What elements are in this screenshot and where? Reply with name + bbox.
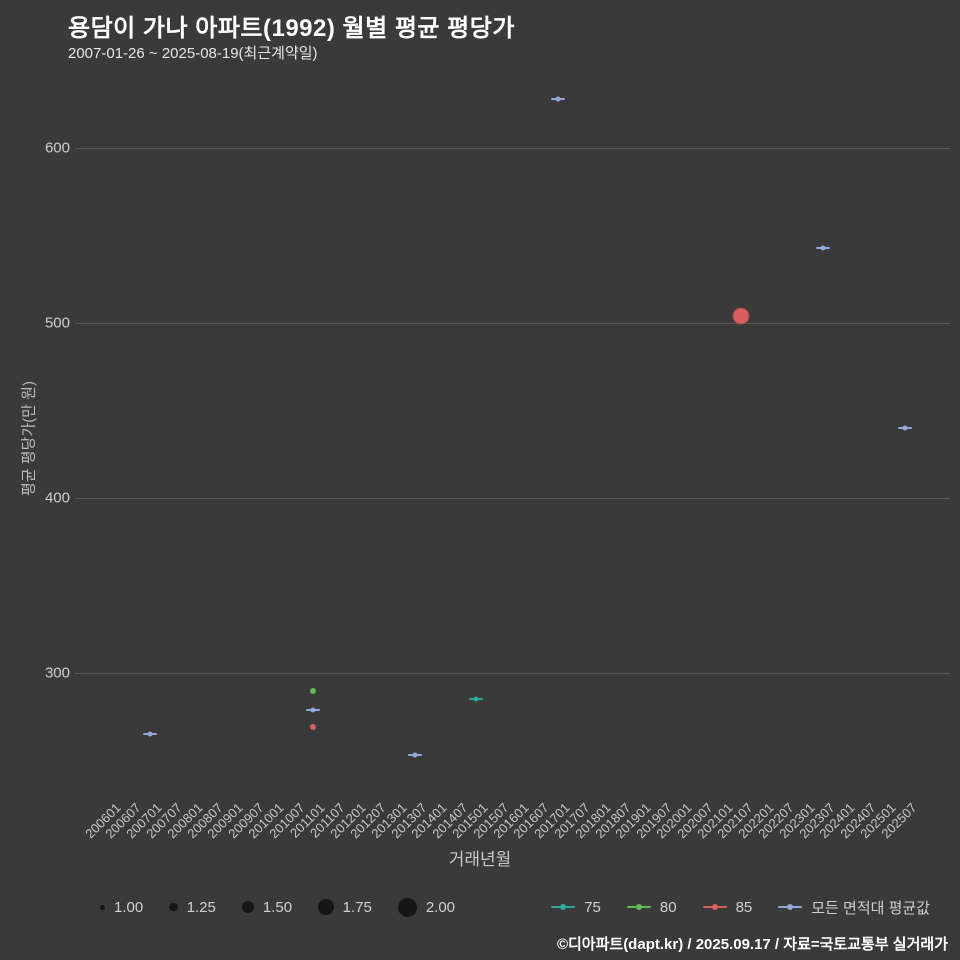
data-point-core [473, 696, 479, 702]
data-point-core [820, 245, 826, 251]
size-legend-dot-icon [318, 899, 334, 915]
data-point-avg-202307 [816, 245, 830, 251]
series-legend-item-s75[interactable]: 75 [551, 899, 601, 916]
size-legend-label: 1.50 [262, 898, 293, 916]
data-point-avg-201307 [408, 752, 422, 758]
data-point-core [147, 731, 153, 737]
size-legend-label: 2.00 [425, 898, 456, 916]
size-legend-item-1.75: 1.75 [318, 899, 372, 916]
gridline-y-500 [75, 323, 950, 324]
size-legend-item-1.50: 1.50 [241, 898, 293, 916]
series-legend-label: 모든 면적대 평균값 [811, 899, 930, 917]
gridline-y-600 [75, 148, 950, 149]
y-tick-label: 300 [44, 664, 70, 682]
page-title: 용담이 가나 아파트(1992) 월별 평균 평당가 [68, 15, 515, 42]
source-credit: ©디아파트(dapt.kr) / 2025.09.17 / 자료=국토교통부 실… [556, 936, 948, 953]
series-dot-icon [787, 904, 794, 910]
size-legend-dot-icon [169, 902, 178, 912]
series-legend-item-s85[interactable]: 85 [702, 898, 753, 916]
size-legend-dot-icon [241, 901, 254, 913]
size-legend-item-1.00: 1.00 [100, 899, 143, 916]
series-dot-icon [635, 904, 642, 910]
series-line-icon [551, 904, 576, 910]
series-legend-item-avg[interactable]: 모든 면적대 평균값 [778, 897, 930, 918]
data-point-s75-201501 [469, 696, 484, 702]
x-axis-title: 거래년월 [448, 850, 512, 869]
series-legend-label: 80 [659, 898, 677, 916]
size-legend-dot-icon [397, 897, 417, 917]
data-point-core [310, 707, 316, 713]
y-tick-label: 400 [44, 489, 70, 507]
size-legend-label: 1.75 [342, 898, 372, 916]
series-legend: 75 80 85 모든 면적대 평균값 [551, 897, 930, 918]
data-point-core [902, 425, 908, 431]
series-line-icon [778, 904, 803, 910]
size-legend-label: 1.25 [186, 898, 216, 916]
y-tick-label: 600 [44, 139, 70, 157]
data-point-avg-202507 [897, 425, 912, 431]
size-legend-label: 1.00 [114, 898, 144, 916]
y-axis-title: 평균 평당가(만 원) [20, 381, 38, 496]
gridline-y-400 [75, 498, 950, 499]
y-tick-label: 500 [44, 314, 70, 332]
data-point-core [412, 752, 418, 758]
size-legend-item-1.25: 1.25 [169, 899, 216, 916]
data-point-avg-200701 [142, 731, 157, 737]
data-point-s85-202107 [732, 307, 750, 325]
gridline-y-300 [75, 673, 950, 674]
legend: 1.00 1.25 1.50 1.75 2.00 75 80 85 모든 면적대 평균값 [100, 890, 930, 924]
data-point-s85-201101 [310, 724, 316, 731]
size-legend-dot-icon [100, 904, 105, 910]
series-dot-icon [560, 904, 567, 910]
series-legend-item-s80[interactable]: 80 [626, 898, 677, 916]
size-legend-item-2.00: 2.00 [397, 897, 456, 917]
chart-subtitle: 2007-01-26 ~ 2025-08-19(최근계약일) [68, 45, 318, 62]
series-legend-label: 75 [584, 898, 601, 916]
data-point-core [555, 96, 561, 102]
data-point-avg-201701 [550, 96, 565, 102]
series-line-icon [626, 904, 651, 910]
size-legend: 1.00 1.25 1.50 1.75 2.00 [100, 897, 456, 917]
data-point-avg-201101 [306, 707, 320, 713]
series-dot-icon [711, 904, 718, 910]
series-legend-label: 85 [735, 898, 753, 916]
series-line-icon [702, 904, 727, 910]
data-point-s80-201101 [310, 687, 316, 694]
